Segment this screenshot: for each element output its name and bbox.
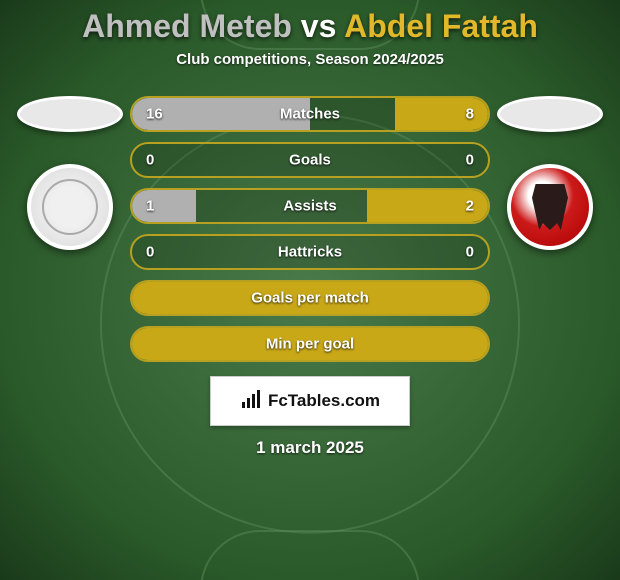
stat-value-b: 0 [466,152,474,169]
pitch-arc-bottom [200,530,420,580]
stat-row: Min per goal [130,326,490,362]
stat-row: 16 8 Matches [130,96,490,132]
stat-bars: 16 8 Matches 0 0 Goals 1 2 Assists 0 0 Hattricks Goa… [130,96,490,362]
vs-text: vs [301,8,337,44]
stat-label: Goals [289,152,331,169]
stat-value-a: 16 [146,106,163,123]
stat-row: 0 0 Hattricks [130,234,490,270]
stat-label: Assists [283,198,336,215]
fctables-icon [240,388,262,415]
left-side [10,96,130,250]
club-badge-a [27,164,113,250]
stat-value-b: 8 [466,106,474,123]
source-text: FcTables.com [268,391,380,411]
stat-row: 0 0 Goals [130,142,490,178]
stat-label: Min per goal [266,336,354,353]
source-badge: FcTables.com [210,376,410,426]
player-b-avatar-placeholder [497,96,603,132]
stat-value-b: 0 [466,244,474,261]
right-side [490,96,610,250]
player-a-avatar-placeholder [17,96,123,132]
comparison-card: Ahmed Meteb vs Abdel Fattah Club competi… [0,0,620,580]
stat-fill-b [395,98,488,130]
content-area: Ahmed Meteb vs Abdel Fattah Club competi… [0,0,620,458]
main-row: 16 8 Matches 0 0 Goals 1 2 Assists 0 0 Hattricks Goa… [0,96,620,362]
stat-label: Hattricks [278,244,342,261]
player-b-name: Abdel Fattah [344,8,538,44]
club-badge-b [507,164,593,250]
page-title: Ahmed Meteb vs Abdel Fattah [0,8,620,45]
stat-label: Goals per match [251,290,369,307]
stat-value-a: 0 [146,244,154,261]
player-a-name: Ahmed Meteb [82,8,292,44]
stat-row: 1 2 Assists [130,188,490,224]
stat-value-a: 1 [146,198,154,215]
stat-value-a: 0 [146,152,154,169]
stat-fill-a [132,190,196,222]
stat-row: Goals per match [130,280,490,316]
stat-label: Matches [280,106,340,123]
club-badge-a-icon [42,179,98,235]
date-text: 1 march 2025 [0,438,620,458]
subtitle: Club competitions, Season 2024/2025 [0,51,620,68]
stat-value-b: 2 [466,198,474,215]
